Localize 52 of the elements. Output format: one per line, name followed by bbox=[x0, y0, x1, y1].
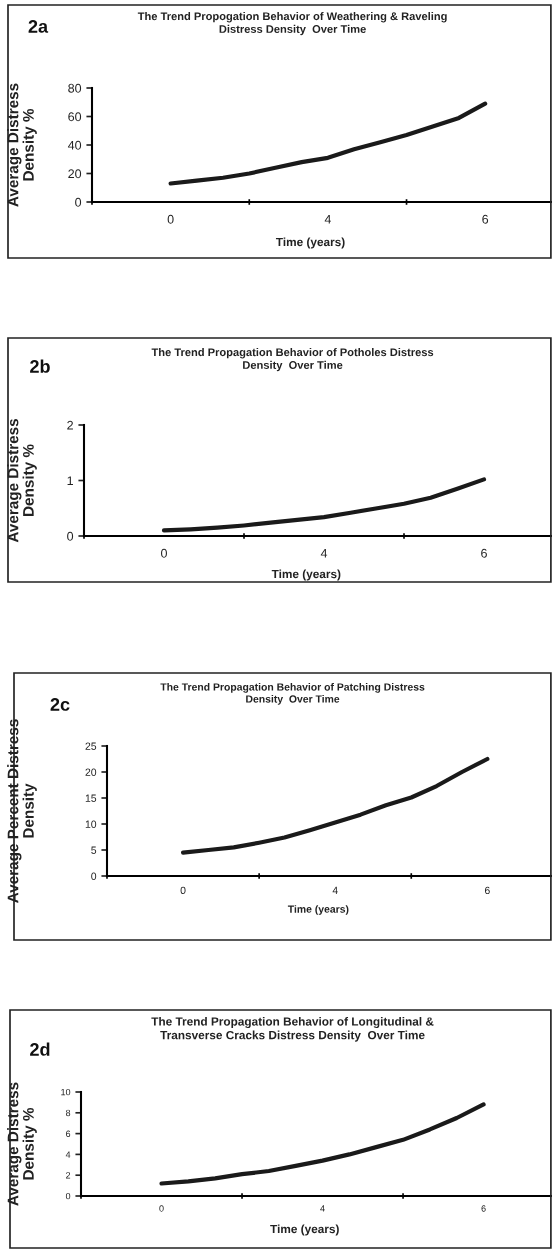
x-tick-label: 0 bbox=[167, 214, 174, 224]
text: 2b bbox=[30, 359, 50, 373]
y-tick-label: 25 bbox=[85, 742, 97, 750]
y-tick-label: 4 bbox=[65, 1151, 71, 1158]
x-tick-label: 4 bbox=[320, 548, 328, 558]
x-axis-title: Time (years) bbox=[275, 237, 345, 249]
x-tick-label: 4 bbox=[320, 1205, 325, 1212]
y-tick-label: 2 bbox=[67, 420, 73, 430]
line-series bbox=[180, 756, 490, 855]
y-tick-label: 0 bbox=[67, 531, 74, 541]
x-axis-title: Time (years) bbox=[287, 905, 349, 915]
y-axis-title: Average Distress Density % bbox=[7, 83, 37, 207]
x-axis-title: Time (years) bbox=[270, 1224, 339, 1236]
y-axis-title: Average Percent Distress Density bbox=[7, 719, 37, 903]
y-tick-label: 8 bbox=[65, 1109, 71, 1117]
text: 2d bbox=[30, 1042, 50, 1056]
line-series bbox=[168, 101, 488, 186]
y-tick-label: 10 bbox=[85, 820, 97, 828]
x-tick-label: 0 bbox=[159, 1205, 164, 1212]
y-tick-label: 20 bbox=[85, 768, 97, 776]
line-series bbox=[161, 477, 487, 533]
text: 2a bbox=[28, 20, 49, 33]
y-tick-label: 15 bbox=[85, 794, 97, 802]
y-tick-label: 10 bbox=[61, 1088, 71, 1096]
y-tick-label: 0 bbox=[91, 872, 97, 880]
y-tick-label: 0 bbox=[65, 1192, 71, 1200]
x-tick-label: 0 bbox=[161, 548, 167, 558]
chart-title: The Trend Propogation Behavior of Weathering & Raveling Distress Density Over Time bbox=[137, 12, 447, 36]
x-tick-label: 6 bbox=[484, 886, 490, 895]
y-axis-title: Average Distress Density % bbox=[7, 418, 37, 543]
text: 2c bbox=[50, 698, 70, 711]
line-series bbox=[159, 1102, 486, 1186]
chart-title: The Trend Propagation Behavior of Longitudinal & Transverse Cracks Distress Density Over Time bbox=[151, 1017, 434, 1042]
x-tick-label: 4 bbox=[324, 214, 332, 224]
x-tick-label: 6 bbox=[481, 548, 487, 558]
x-tick-label: 4 bbox=[332, 886, 338, 894]
y-tick-label: 5 bbox=[91, 846, 97, 854]
x-tick-label: 6 bbox=[482, 214, 489, 224]
y-tick-label: 1 bbox=[67, 476, 73, 486]
chart-title: The Trend Propagation Behavior of Patching Distress Density Over Time bbox=[160, 683, 425, 705]
x-tick-label: 6 bbox=[481, 1205, 486, 1212]
y-tick-label: 2 bbox=[66, 1172, 71, 1179]
y-tick-label: 6 bbox=[66, 1130, 71, 1137]
chart-title: The Trend Propagation Behavior of Potholes Distress Density Over Time bbox=[151, 348, 434, 372]
x-axis-title: Time (years) bbox=[271, 569, 341, 581]
y-tick-label: 20 bbox=[68, 169, 82, 179]
y-tick-label: 80 bbox=[68, 83, 82, 93]
y-tick-label: 40 bbox=[67, 140, 82, 150]
y-axis-title: Average Distress Density % bbox=[7, 1082, 37, 1206]
y-tick-label: 0 bbox=[75, 197, 82, 207]
x-tick-label: 0 bbox=[180, 886, 186, 895]
y-tick-label: 60 bbox=[68, 112, 82, 122]
